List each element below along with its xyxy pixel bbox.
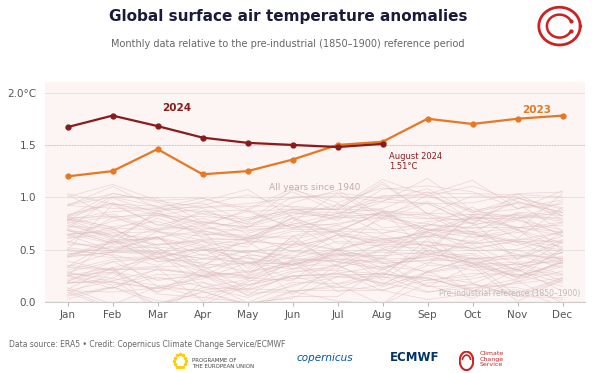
Text: copernicus: copernicus xyxy=(297,352,353,363)
Text: PROGRAMME OF
THE EUROPEAN UNION: PROGRAMME OF THE EUROPEAN UNION xyxy=(192,358,254,369)
Text: Global surface air temperature anomalies: Global surface air temperature anomalies xyxy=(109,9,467,24)
Text: Climate
Change
Service: Climate Change Service xyxy=(480,351,504,367)
Text: ECMWF: ECMWF xyxy=(390,351,439,364)
Text: 2024: 2024 xyxy=(162,103,191,113)
Text: Data source: ERA5 • Credit: Copernicus Climate Change Service/ECMWF: Data source: ERA5 • Credit: Copernicus C… xyxy=(9,340,286,349)
Text: Monthly data relative to the pre-industrial (1850–1900) reference period: Monthly data relative to the pre-industr… xyxy=(111,39,465,49)
Text: All years since 1940: All years since 1940 xyxy=(269,183,361,192)
Text: 2023: 2023 xyxy=(522,104,551,115)
Text: Pre-industrial reference (1850–1900): Pre-industrial reference (1850–1900) xyxy=(439,289,581,298)
Text: August 2024
1.51°C: August 2024 1.51°C xyxy=(389,152,442,171)
